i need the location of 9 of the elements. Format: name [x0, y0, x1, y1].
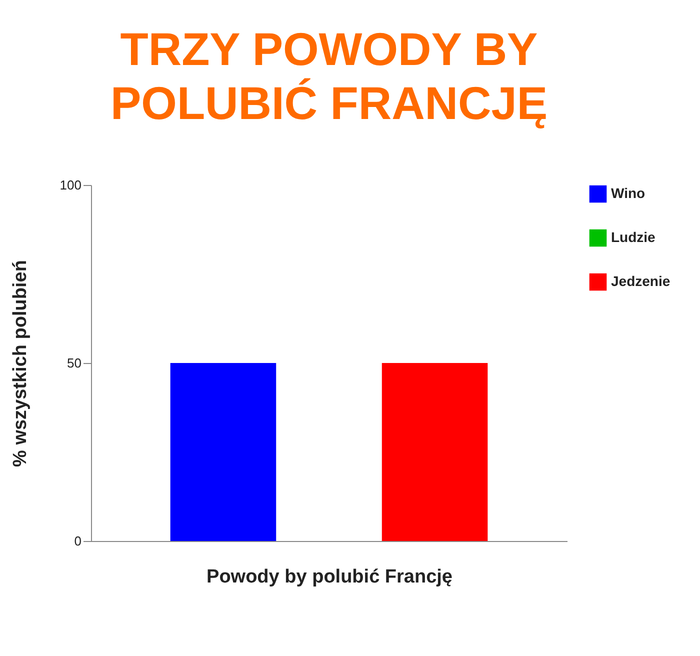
y-axis-title: % wszystkich polubień [10, 260, 31, 467]
y-tick-label: 100 [60, 178, 82, 192]
y-tick-label: 50 [67, 356, 82, 370]
legend-label: Ludzie [611, 229, 656, 245]
legend-label: Wino [611, 185, 646, 201]
legend-label: Jedzenie [611, 273, 670, 289]
y-tick-label: 0 [74, 534, 82, 548]
chart-title: TRZY POWODY BY POLUBIĆ FRANCJĘ [110, 23, 548, 129]
x-axis-title: Powody by polubić Francję [206, 566, 452, 588]
